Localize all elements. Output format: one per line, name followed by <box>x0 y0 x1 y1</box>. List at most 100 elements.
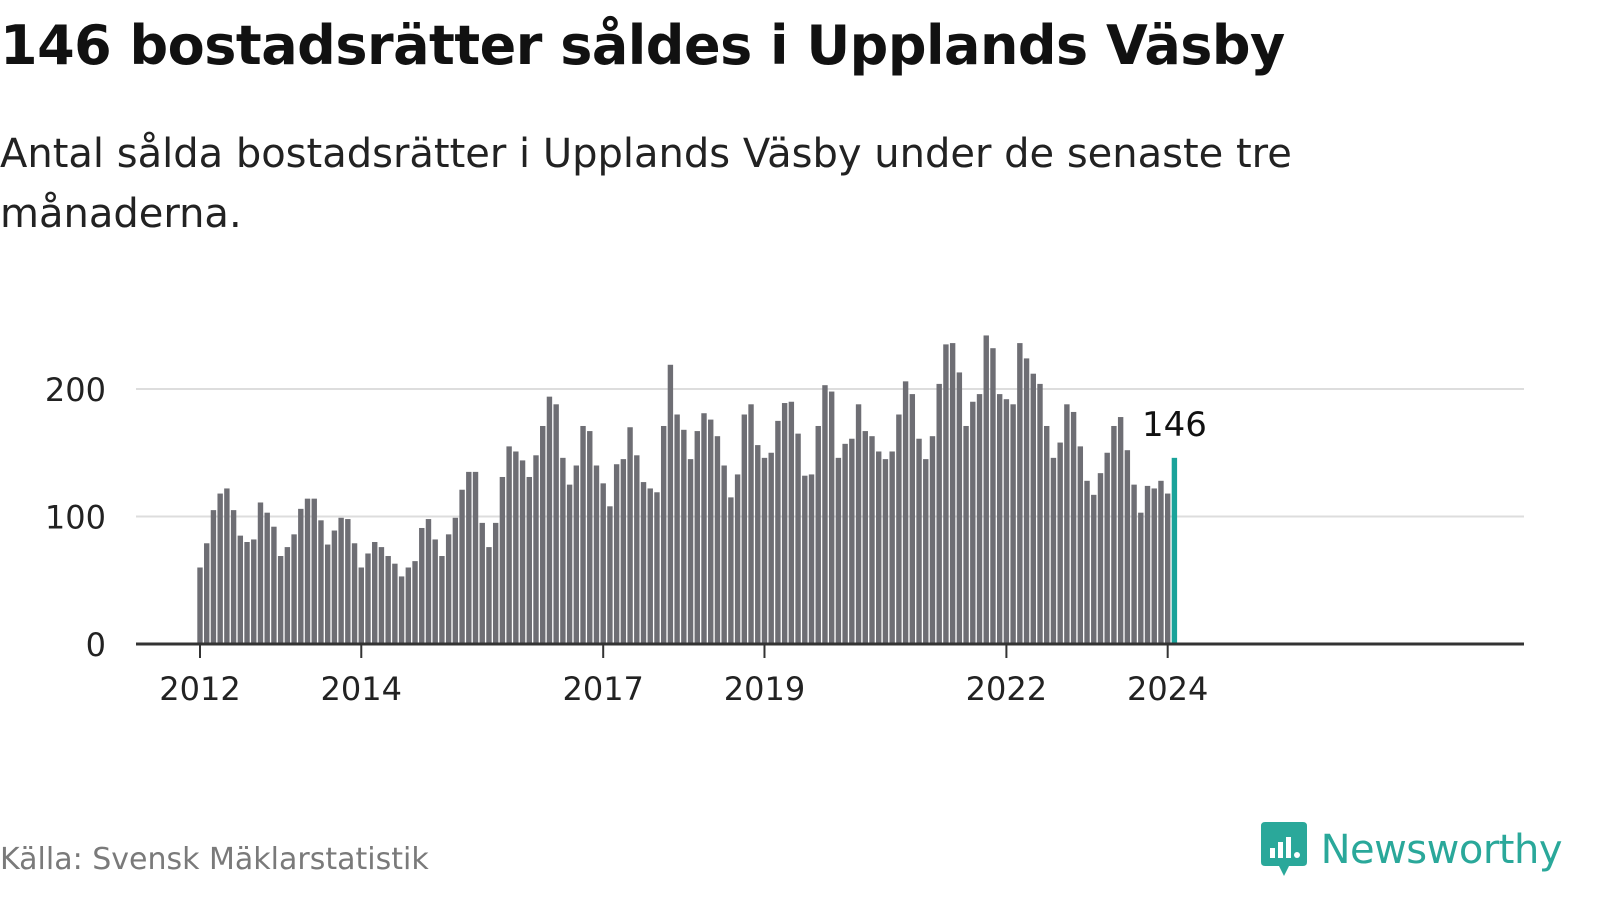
bar <box>351 543 358 644</box>
bar <box>318 520 324 644</box>
bar <box>869 436 875 644</box>
bar <box>929 436 936 644</box>
bar <box>721 465 727 644</box>
bar <box>788 401 795 644</box>
bar <box>244 542 250 644</box>
bar <box>876 451 882 644</box>
bar <box>1131 484 1137 645</box>
bar <box>943 344 949 645</box>
bar <box>452 517 459 644</box>
y-axis-ticks: 0 100 200 <box>45 371 106 664</box>
bar <box>1077 446 1084 645</box>
x-tick-label: 2014 <box>321 670 402 708</box>
bar <box>486 547 492 644</box>
bar <box>593 465 600 644</box>
bar <box>835 457 842 644</box>
bar <box>640 482 647 644</box>
bar <box>445 534 452 644</box>
bar <box>647 488 653 644</box>
bar <box>674 414 680 644</box>
bar <box>1097 473 1104 644</box>
bar <box>345 519 351 644</box>
highlight-data-label: 146 <box>1142 405 1207 445</box>
x-tick-label: 2012 <box>159 670 240 708</box>
bar <box>775 420 781 644</box>
bar <box>311 498 317 644</box>
bar <box>748 404 754 644</box>
x-tick-label: 2017 <box>562 670 643 708</box>
bar <box>741 414 748 644</box>
newsworthy-logo-icon <box>1260 822 1307 876</box>
bar <box>224 488 230 644</box>
bar <box>802 475 808 644</box>
bar <box>1084 480 1090 644</box>
bar <box>667 364 674 644</box>
bar <box>304 498 311 644</box>
bar <box>459 489 465 644</box>
bar <box>862 431 868 644</box>
bar <box>264 512 270 644</box>
bar <box>768 452 774 644</box>
bar <box>956 372 963 644</box>
bar <box>849 438 855 644</box>
bar <box>358 567 364 644</box>
bar <box>338 517 344 644</box>
bar <box>634 455 640 644</box>
bar <box>1111 425 1117 644</box>
bar <box>230 510 237 645</box>
y-tick-label: 200 <box>45 371 106 409</box>
bar <box>385 556 391 644</box>
source-note: Källa: Svensk Mäklarstatistik <box>0 842 429 877</box>
bar-chart: 0 100 200 2012 2014 2017 2019 2022 2024 146 <box>45 335 1524 708</box>
bar <box>331 530 338 644</box>
bar <box>540 425 546 644</box>
bar <box>372 542 378 644</box>
bar <box>1044 425 1050 644</box>
bar <box>519 460 526 644</box>
bar <box>1158 480 1164 644</box>
bar <box>324 544 331 644</box>
bar <box>728 497 734 645</box>
bar <box>251 539 257 644</box>
bar <box>889 451 895 644</box>
bars <box>197 335 1178 645</box>
bar <box>600 483 606 644</box>
bar <box>681 429 687 644</box>
bar <box>204 543 210 644</box>
bar <box>654 492 660 644</box>
bar <box>1151 488 1157 644</box>
bar <box>970 401 976 644</box>
bar <box>378 547 385 644</box>
bar <box>1144 485 1151 644</box>
bar <box>714 436 721 644</box>
bar <box>842 443 848 644</box>
bar <box>284 547 291 644</box>
bar <box>822 385 828 644</box>
y-tick-label: 100 <box>45 499 106 537</box>
bar <box>392 563 398 644</box>
bar <box>432 539 438 644</box>
bar <box>1164 493 1171 644</box>
bar <box>257 502 264 644</box>
bar <box>237 535 244 644</box>
bar <box>546 396 553 644</box>
bar <box>271 526 277 644</box>
bar <box>983 335 989 644</box>
bar <box>1050 457 1057 644</box>
x-axis-ticks: 2012 2014 2017 2019 2022 2024 <box>159 644 1208 708</box>
bar <box>479 522 485 644</box>
bar <box>439 556 445 644</box>
bar <box>197 567 203 644</box>
bar <box>795 433 801 644</box>
bar <box>587 431 593 644</box>
x-tick-label: 2024 <box>1127 670 1208 708</box>
brand-name: Newsworthy <box>1320 827 1563 873</box>
bar <box>613 464 620 644</box>
bar <box>506 446 512 645</box>
bar <box>298 508 304 644</box>
bar <box>466 471 472 645</box>
bar <box>1030 373 1036 644</box>
bar <box>405 567 412 644</box>
data-labels: 146 <box>1142 405 1207 445</box>
bar <box>694 431 700 644</box>
